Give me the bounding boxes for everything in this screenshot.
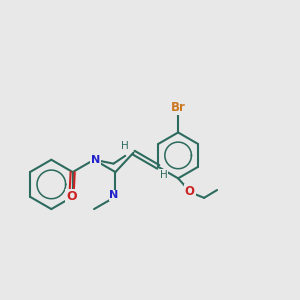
Text: N: N	[110, 190, 119, 200]
Text: H: H	[160, 170, 167, 180]
Text: Br: Br	[171, 100, 186, 114]
Text: O: O	[185, 185, 195, 198]
Text: N: N	[91, 155, 100, 165]
Text: O: O	[66, 190, 77, 203]
Text: H: H	[121, 141, 128, 151]
